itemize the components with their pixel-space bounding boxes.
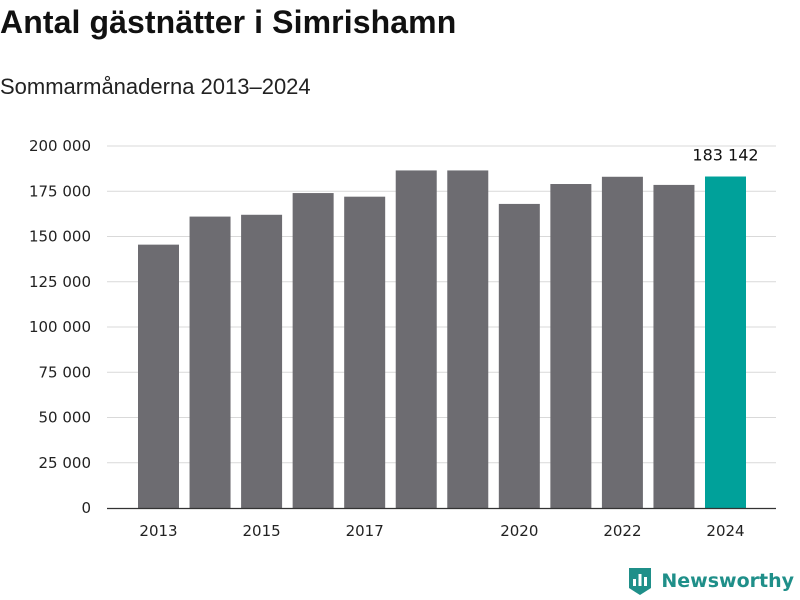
bar-chart: 0 25 000 50 000 75 000 100 000 125 000 150 000…	[29, 137, 776, 540]
y-tick-label: 25 000	[39, 454, 92, 472]
chart-subtitle: Sommarmånaderna 2013–2024	[0, 74, 311, 99]
y-tick-label: 175 000	[29, 182, 91, 200]
bar	[601, 176, 643, 508]
bar	[292, 193, 334, 508]
y-tick-label: 200 000	[29, 137, 91, 155]
bar-highlight	[705, 176, 746, 508]
bar-chart-logo-icon	[629, 568, 652, 595]
y-tick-label: 50 000	[39, 409, 92, 427]
bar	[653, 184, 695, 509]
x-tick-label: 2013	[139, 522, 177, 540]
y-tick-label: 100 000	[29, 318, 91, 336]
brand-logo: Newsworthy	[627, 566, 794, 596]
y-tick-label: 125 000	[29, 273, 91, 291]
x-tick-label: 2024	[706, 522, 744, 540]
bar	[447, 170, 489, 508]
x-tick-label: 2017	[346, 522, 384, 540]
x-tick-label: 2015	[242, 522, 280, 540]
brand-name: Newsworthy	[661, 570, 794, 592]
y-tick-label: 0	[81, 499, 91, 517]
chart-title: Antal gästnätter i Simrishamn	[0, 4, 457, 40]
x-tick-label: 2022	[603, 522, 641, 540]
bar	[189, 216, 231, 508]
bar	[395, 170, 437, 508]
bar	[138, 244, 179, 508]
y-tick-label: 150 000	[29, 228, 91, 246]
bar	[498, 203, 540, 509]
x-tick-label: 2020	[500, 522, 538, 540]
bar	[344, 196, 386, 508]
bar	[550, 184, 592, 508]
y-tick-label: 75 000	[39, 363, 92, 381]
data-label: 183 142	[692, 146, 758, 165]
bar	[241, 214, 283, 508]
